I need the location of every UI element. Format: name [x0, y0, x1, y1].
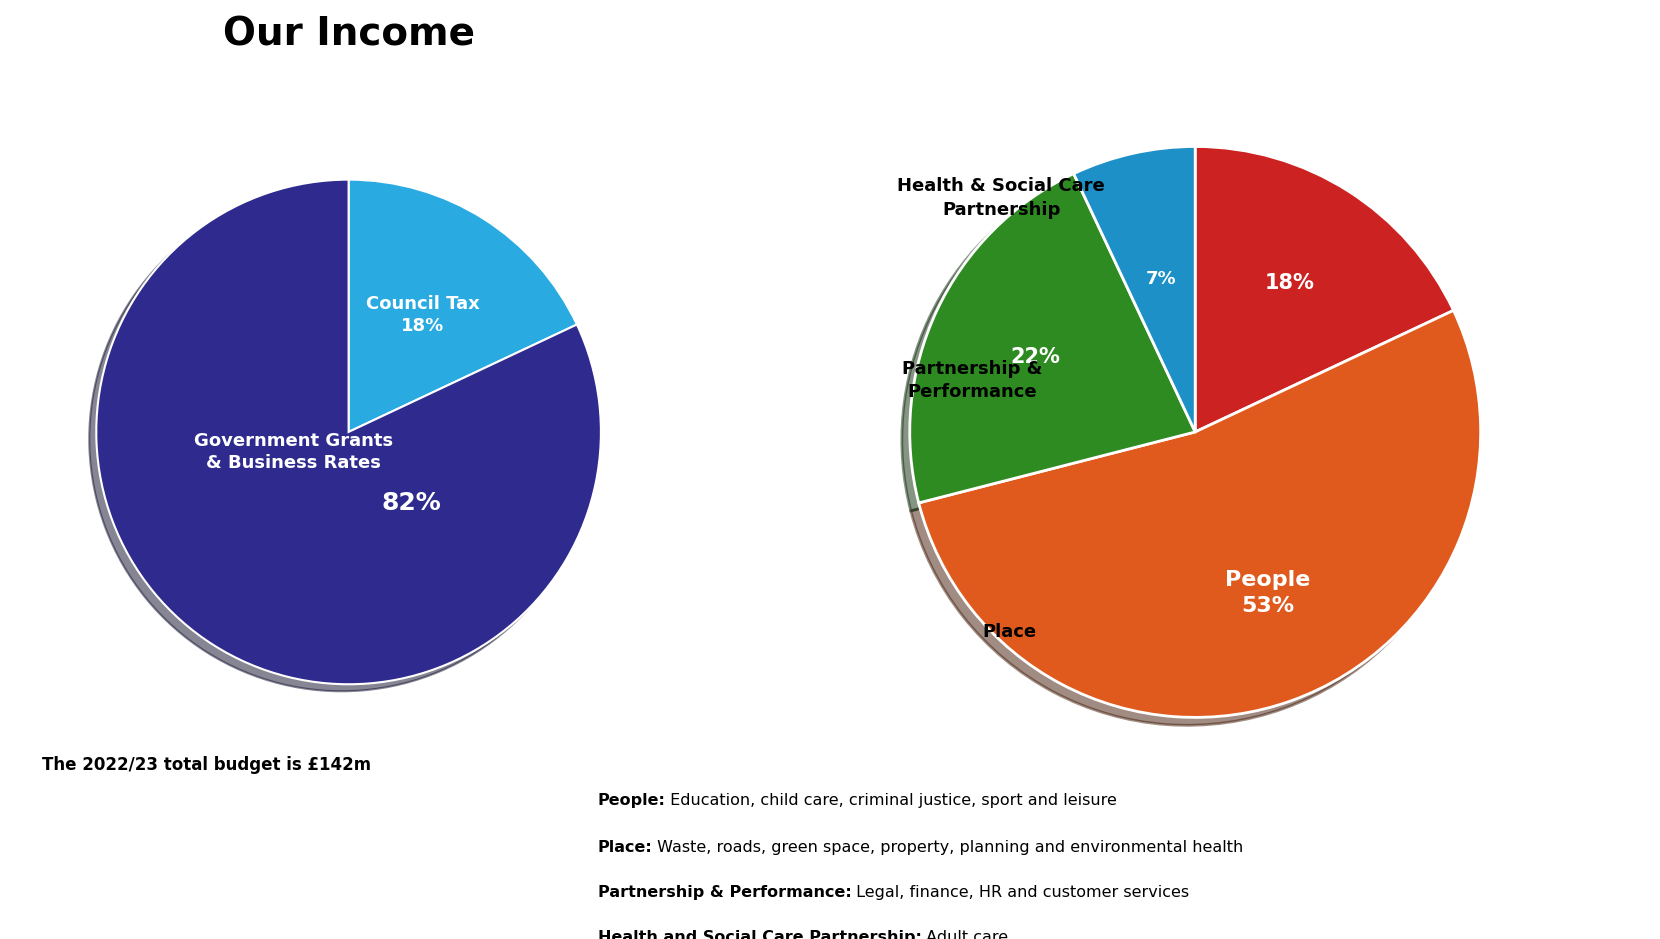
- Text: Government Grants
& Business Rates: Government Grants & Business Rates: [194, 432, 393, 472]
- Text: Partnership & Performance:: Partnership & Performance:: [598, 885, 852, 901]
- Text: Place: Place: [983, 623, 1038, 640]
- Text: 18%: 18%: [1265, 272, 1315, 293]
- Wedge shape: [1195, 146, 1454, 432]
- Text: Adult care: Adult care: [921, 930, 1009, 939]
- Wedge shape: [349, 179, 578, 432]
- Text: Legal, finance, HR and customer services: Legal, finance, HR and customer services: [852, 885, 1190, 901]
- Text: 22%: 22%: [1011, 346, 1061, 366]
- Text: Health & Social Care
Partnership: Health & Social Care Partnership: [896, 177, 1106, 219]
- Text: People:: People:: [598, 793, 666, 808]
- Text: Partnership &
Performance: Partnership & Performance: [903, 360, 1042, 401]
- Wedge shape: [96, 179, 601, 685]
- Text: People
53%: People 53%: [1225, 570, 1310, 616]
- Wedge shape: [918, 311, 1481, 717]
- Text: Health and Social Care Partnership:: Health and Social Care Partnership:: [598, 930, 921, 939]
- Text: Education, child care, criminal justice, sport and leisure: Education, child care, criminal justice,…: [666, 793, 1117, 808]
- Wedge shape: [910, 174, 1195, 503]
- Wedge shape: [1074, 146, 1195, 432]
- Text: 82%: 82%: [382, 490, 442, 515]
- Text: 7%: 7%: [1145, 269, 1177, 287]
- Text: Place:: Place:: [598, 840, 652, 855]
- Text: Council Tax
18%: Council Tax 18%: [367, 295, 480, 335]
- Text: The 2022/23 total budget is £142m: The 2022/23 total budget is £142m: [42, 756, 370, 774]
- Title: Our Income: Our Income: [222, 15, 475, 54]
- Text: Waste, roads, green space, property, planning and environmental health: Waste, roads, green space, property, pla…: [652, 840, 1243, 855]
